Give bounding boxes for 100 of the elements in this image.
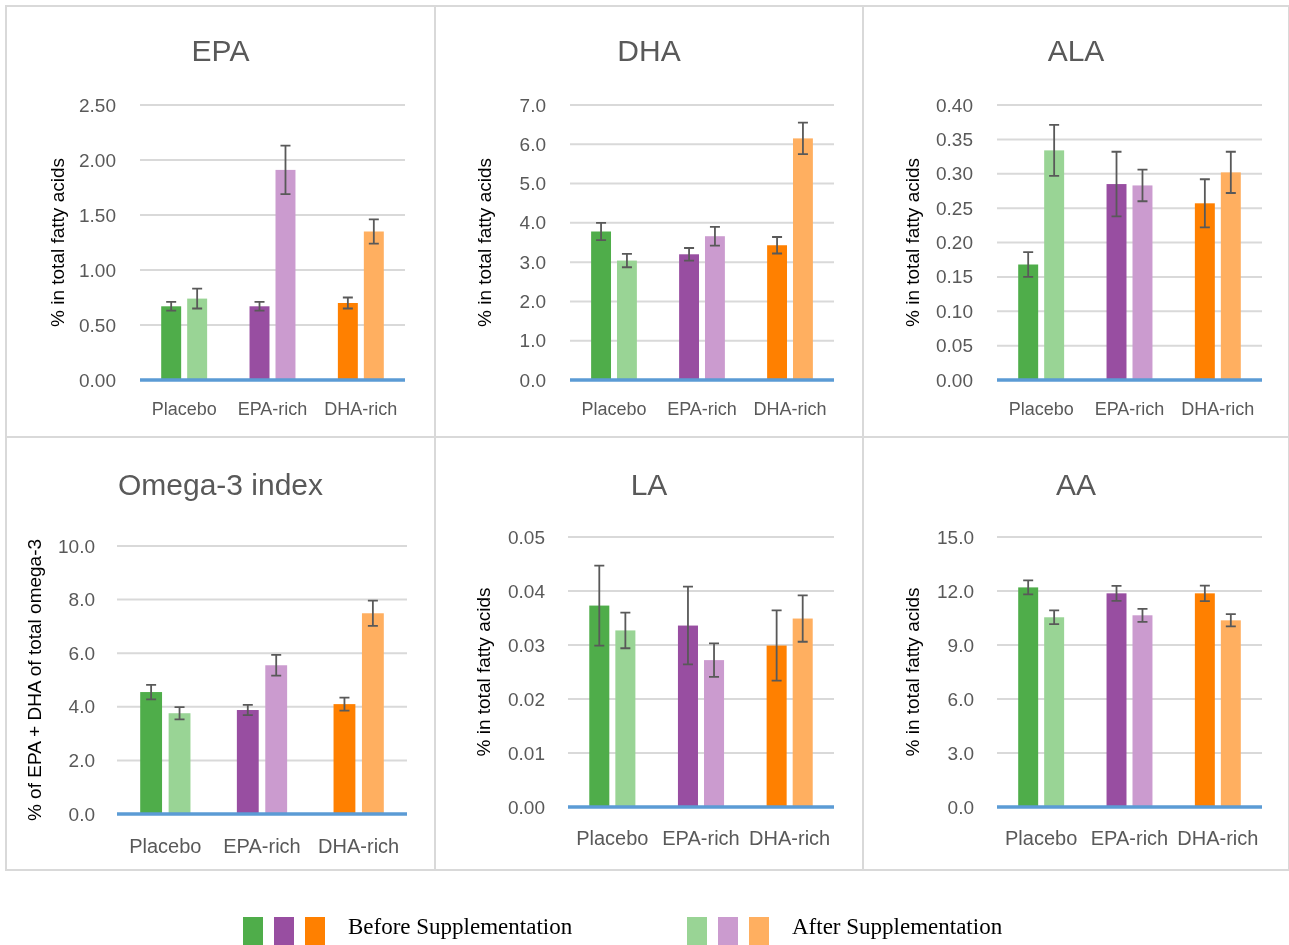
y-axis-title: % of EPA + DHA of total omega-3 <box>23 538 45 822</box>
y-axis-title: % in total fatty acids <box>473 158 495 327</box>
bar <box>1194 203 1215 380</box>
y-tick-label: 0.25 <box>936 197 973 219</box>
y-axis-title: % in total fatty acids <box>46 158 68 327</box>
bar <box>187 298 208 380</box>
x-tick-label: Placebo <box>129 835 202 857</box>
y-tick-label: 0.50 <box>79 314 116 336</box>
bar <box>140 692 163 814</box>
bar <box>1044 150 1065 380</box>
y-tick-label: 7.0 <box>519 94 546 116</box>
bar <box>591 231 612 380</box>
y-tick-label: 2.50 <box>79 94 116 116</box>
chart-title: LA <box>630 468 668 501</box>
bar <box>1220 620 1241 807</box>
y-tick-label: 15.0 <box>937 526 974 548</box>
x-tick-label: DHA-rich <box>749 827 831 849</box>
y-tick-label: 0.00 <box>79 369 116 391</box>
y-tick-label: 4.0 <box>519 212 546 234</box>
y-tick-label: 0.05 <box>508 526 545 548</box>
bar <box>1106 184 1127 380</box>
bar <box>161 306 182 380</box>
bar <box>249 306 270 380</box>
y-tick-label: 0.00 <box>936 369 973 391</box>
y-tick-label: 2.00 <box>79 149 116 171</box>
x-tick-label: DHA-rich <box>1181 399 1255 419</box>
x-tick-label: DHA-rich <box>318 835 400 857</box>
bar <box>767 245 788 380</box>
x-tick-label: DHA-rich <box>324 399 398 419</box>
x-tick-label: Placebo <box>581 399 647 419</box>
y-tick-label: 5.0 <box>519 173 546 195</box>
bar <box>1018 264 1039 380</box>
y-tick-label: 0.0 <box>519 369 546 391</box>
chart-title: Omega-3 index <box>117 468 324 501</box>
bar <box>766 645 787 807</box>
x-tick-label: EPA-rich <box>1094 399 1165 419</box>
bar <box>1132 615 1153 807</box>
y-tick-label: 10.0 <box>58 535 95 557</box>
bar <box>704 236 725 380</box>
y-tick-label: 0.15 <box>936 266 973 288</box>
bar <box>1106 593 1127 807</box>
bar <box>1194 593 1215 807</box>
bar <box>265 665 288 814</box>
y-tick-label: 0.03 <box>508 634 545 656</box>
bar <box>704 660 725 807</box>
y-tick-label: 6.0 <box>947 688 974 710</box>
y-tick-label: 0.40 <box>936 94 973 116</box>
x-tick-label: EPA-rich <box>1090 827 1169 849</box>
y-tick-label: 6.0 <box>68 642 95 664</box>
y-tick-label: 1.00 <box>79 259 116 281</box>
bar <box>1220 172 1241 380</box>
y-tick-label: 3.0 <box>947 742 974 764</box>
x-tick-label: Placebo <box>576 827 649 849</box>
x-tick-label: EPA-rich <box>237 399 308 419</box>
bar <box>615 630 636 807</box>
x-tick-label: Placebo <box>151 399 217 419</box>
y-tick-label: 2.0 <box>68 749 95 771</box>
x-tick-label: DHA-rich <box>753 399 827 419</box>
y-tick-label: 8.0 <box>68 589 95 611</box>
y-tick-label: 2.0 <box>519 290 546 312</box>
y-tick-label: 6.0 <box>519 133 546 155</box>
y-tick-label: 4.0 <box>68 696 95 718</box>
y-tick-label: 0.35 <box>936 128 973 150</box>
chart-title: EPA <box>191 34 250 67</box>
bar <box>792 618 813 807</box>
x-tick-label: Placebo <box>1005 827 1078 849</box>
bar <box>677 625 698 807</box>
y-tick-label: 0.30 <box>936 163 973 185</box>
bar <box>275 169 296 380</box>
y-tick-label: 0.20 <box>936 232 973 253</box>
y-tick-label: 0.00 <box>508 796 545 818</box>
y-axis-title: % in total fatty acids <box>901 158 923 327</box>
bar <box>168 713 191 814</box>
y-tick-label: 0.0 <box>947 796 974 818</box>
bar <box>679 254 700 380</box>
x-tick-label: EPA-rich <box>662 827 740 849</box>
bar <box>361 613 384 814</box>
x-tick-label: EPA-rich <box>223 835 301 857</box>
bar <box>337 303 358 380</box>
bar <box>1018 587 1039 807</box>
y-tick-label: 9.0 <box>947 634 974 656</box>
y-tick-label: 0.04 <box>508 580 546 602</box>
x-tick-label: Placebo <box>1008 399 1074 419</box>
bar <box>616 260 637 380</box>
y-axis-title: % in total fatty acids <box>472 587 494 757</box>
bar <box>1044 617 1065 807</box>
y-tick-label: 3.0 <box>519 251 546 273</box>
y-tick-label: 0.10 <box>936 300 973 322</box>
legend-label: Before Supplementation <box>348 914 573 939</box>
y-tick-label: 0.02 <box>508 688 545 710</box>
chart-title: DHA <box>617 34 681 67</box>
bar <box>792 138 813 380</box>
x-tick-label: EPA-rich <box>667 399 737 419</box>
y-tick-label: 0.0 <box>68 803 95 825</box>
bar <box>236 710 259 814</box>
chart-title: ALA <box>1047 34 1105 67</box>
y-tick-label: 0.01 <box>508 742 545 764</box>
y-tick-label: 1.50 <box>79 204 116 226</box>
x-tick-label: DHA-rich <box>1177 827 1259 849</box>
y-tick-label: 12.0 <box>937 580 974 602</box>
